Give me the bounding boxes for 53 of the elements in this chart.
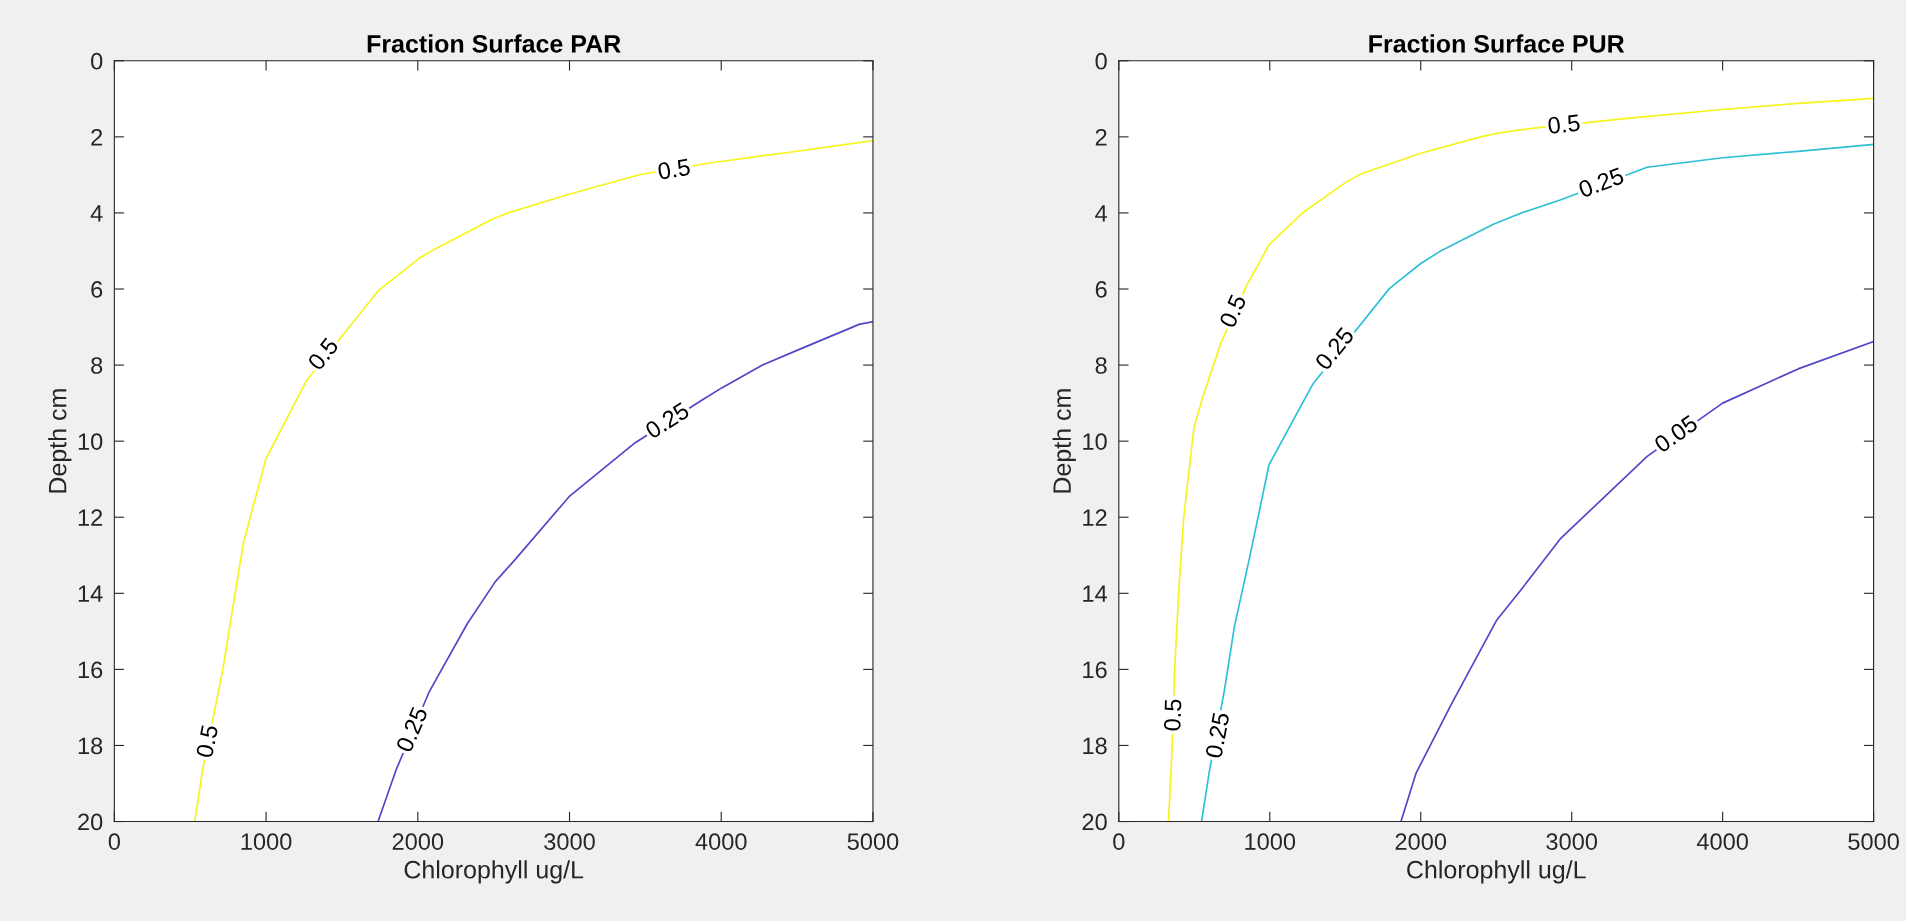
annotation: 0.5	[1218, 293, 1247, 329]
y-tick-label: 0	[1095, 52, 1107, 70]
y-tick-label: 20	[78, 813, 103, 831]
annotation: 0.5	[195, 724, 219, 759]
y-tick-label: 12	[78, 509, 103, 526]
y-tick-label: 8	[91, 357, 103, 374]
y-tick-label: 6	[1095, 281, 1107, 298]
annotation: 0.5	[1163, 699, 1182, 731]
y-tick-label: 6	[91, 281, 103, 298]
y-tick-label: 18	[78, 737, 103, 755]
x-tick-label: 1000	[1245, 833, 1296, 850]
x-tick-label: 3000	[1546, 833, 1598, 850]
y-tick-label: 2	[1095, 128, 1107, 146]
annotation: 0.05	[1653, 414, 1699, 454]
x-tick-label: 1000	[241, 833, 292, 850]
x-tick-label: 0	[108, 833, 120, 850]
chart-title: Fraction Surface PUR	[1369, 34, 1625, 53]
annotation: 0.5	[1547, 114, 1581, 135]
x-tick-label: 2000	[392, 833, 444, 850]
y-tick-label: 8	[1095, 357, 1107, 374]
x-tick-label: 4000	[695, 833, 747, 850]
y-tick-label: 0	[91, 52, 103, 70]
y-tick-label: 2	[91, 128, 103, 146]
y-tick-label: 16	[1083, 661, 1107, 679]
y-tick-label: 14	[1083, 585, 1108, 602]
annotation: 0.25	[1577, 166, 1625, 199]
chart-title: Fraction Surface PAR	[367, 34, 621, 53]
annotation: 0.25	[395, 705, 429, 754]
y-tick-label: 18	[1083, 737, 1107, 755]
x-axis-title: Chlorophyll ug/L	[1407, 860, 1586, 884]
y-tick-label: 4	[90, 205, 103, 222]
annotation: 0.5	[657, 158, 691, 180]
x-tick-label: 0	[1113, 833, 1125, 850]
annotation: 0.25	[1205, 712, 1230, 759]
y-tick-label: 4	[1095, 205, 1108, 222]
y-tick-label: 10	[78, 433, 103, 450]
y-tick-label: 16	[78, 661, 103, 679]
line-series	[193, 139, 873, 822]
x-tick-label: 2000	[1395, 833, 1447, 850]
y-axis-title: Depth cm	[48, 389, 72, 493]
line-series	[1400, 340, 1874, 822]
x-tick-label: 4000	[1696, 833, 1748, 850]
annotation: 0.25	[644, 401, 691, 440]
y-tick-label: 14	[78, 585, 103, 602]
x-tick-label: 3000	[544, 833, 595, 850]
x-tick-label: 5000	[1848, 833, 1899, 850]
y-tick-label: 10	[1083, 433, 1107, 450]
x-tick-label: 5000	[847, 833, 899, 850]
y-tick-label: 12	[1083, 509, 1107, 526]
annotation: 0.5	[306, 336, 340, 372]
y-axis-title: Depth cm	[1052, 389, 1076, 493]
y-tick-label: 20	[1082, 813, 1107, 831]
x-axis-title: Chlorophyll ug/L	[404, 860, 584, 884]
